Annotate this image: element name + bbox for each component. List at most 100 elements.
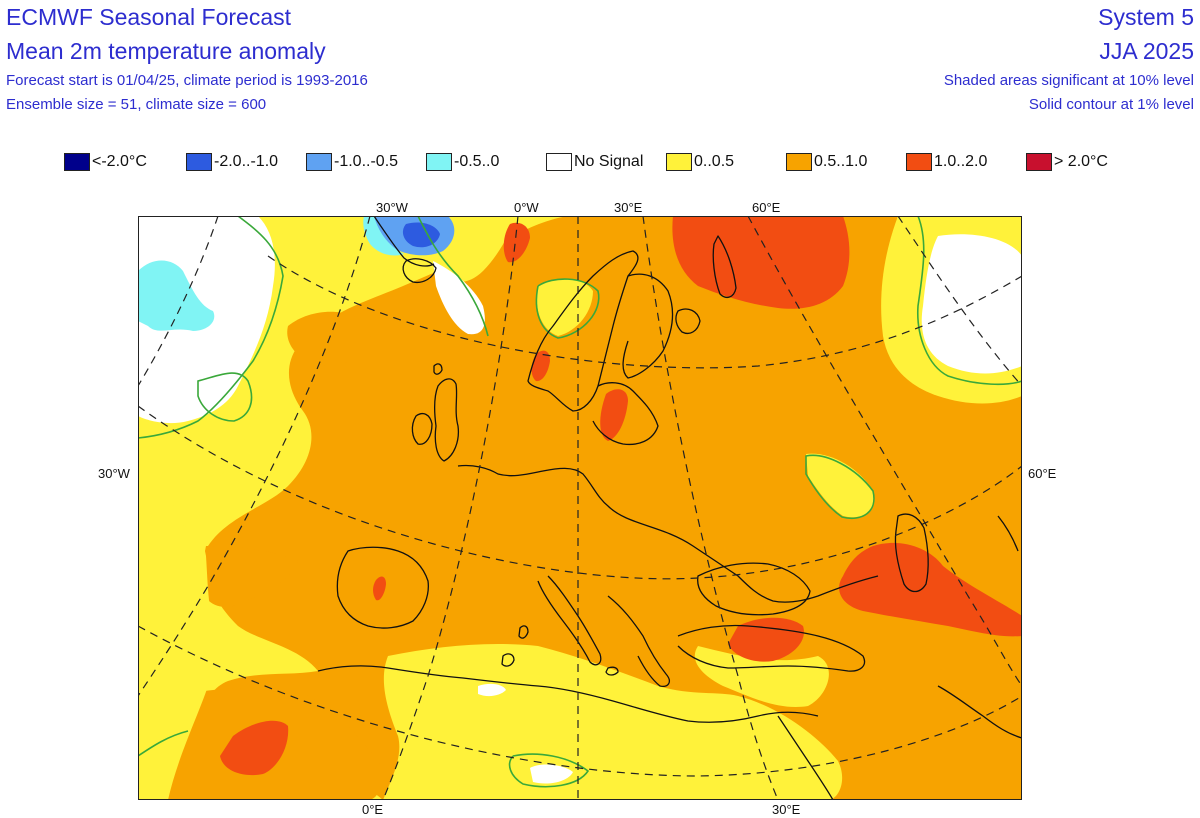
coastline-africa-north — [317, 665, 819, 723]
legend-label: 1.0..2.0 — [934, 153, 988, 170]
forecast-start-info: Forecast start is 01/04/25, climate peri… — [6, 72, 368, 89]
grid-label-top-30e: 30°E — [614, 200, 643, 215]
anomaly-zone-red-sweden — [600, 389, 628, 441]
grid-label-bottom-30e: 30°E — [772, 802, 801, 817]
map-frame — [138, 216, 1022, 800]
grid-label-bottom-0e: 0°E — [362, 802, 384, 817]
anomaly-zone-red-norway — [531, 350, 550, 382]
coastline-mediterranean-islands — [501, 625, 619, 676]
anomaly-zone-red-iberia — [373, 576, 386, 601]
legend-swatch — [906, 153, 932, 171]
graticule-lat-70 — [267, 255, 1022, 369]
color-legend: <-2.0°C -2.0..-1.0 -1.0..-0.5 -0.5..0 No… — [64, 153, 1144, 175]
coastlines — [317, 216, 1022, 800]
contour-canada — [138, 216, 284, 439]
coastline-finland — [622, 273, 674, 379]
graticule-lon-60e — [747, 216, 1022, 687]
coastline-italy — [537, 575, 602, 666]
graticule-lat-60 — [138, 405, 1022, 580]
graticule-lon-30e — [642, 216, 779, 800]
legend-item-below-minus2: <-2.0°C — [64, 153, 147, 171]
legend-item-minus1-minus05: -1.0..-0.5 — [306, 153, 398, 171]
anomaly-zone-red-iceland-n — [503, 222, 530, 263]
anomaly-zone-orange-atlantic — [199, 546, 298, 607]
coastline-east-sea-outline — [997, 515, 1019, 552]
season-label: JJA 2025 — [1099, 38, 1194, 64]
contour-sahara — [508, 753, 590, 788]
contour-atlantic-sw — [138, 730, 189, 757]
legend-label: -2.0..-1.0 — [214, 153, 279, 170]
coastline-caspian — [894, 513, 929, 593]
grid-label-left-30w: 30°W — [98, 466, 130, 481]
legend-label: No Signal — [574, 153, 644, 170]
legend-label: 0.5..1.0 — [814, 153, 868, 170]
legend-label: -0.5..0 — [454, 153, 500, 170]
coastline-europe-main — [457, 464, 879, 603]
coastline-novaya-zemlya — [712, 235, 737, 299]
legend-item-0-05: 0..0.5 — [666, 153, 734, 171]
coastline-iberia — [336, 546, 429, 629]
coastline-scandinavia — [527, 250, 639, 412]
legend-swatch — [64, 153, 90, 171]
graticule-lon-0 — [382, 216, 519, 800]
forecast-subtitle: Mean 2m temperature anomaly — [6, 38, 326, 64]
legend-label: 0..0.5 — [694, 153, 735, 170]
coastline-persian-gulf — [937, 685, 1022, 739]
grid-label-top-0w: 0°W — [514, 200, 539, 215]
coastline-scotland-islands — [433, 363, 443, 375]
anomaly-zone-yellow-caspian — [806, 453, 874, 518]
legend-item-minus05-0: -0.5..0 — [426, 153, 499, 171]
map-canvas — [138, 216, 1022, 800]
coastline-greenland — [373, 216, 435, 267]
temperature-anomaly-map — [138, 216, 1022, 800]
legend-swatch — [306, 153, 332, 171]
graticule — [138, 216, 1022, 800]
significance-contours — [138, 216, 1022, 788]
significance-10-note: Shaded areas significant at 10% level — [943, 72, 1194, 89]
anomaly-zone-yellow-sahara — [383, 644, 843, 800]
anomaly-zone-red-anatolia — [728, 617, 804, 662]
coastline-red-sea — [777, 715, 834, 800]
coastline-ireland — [411, 413, 433, 445]
legend-swatch — [1026, 153, 1052, 171]
legend-label: > 2.0°C — [1054, 153, 1108, 170]
contour-labrador — [197, 372, 253, 422]
grid-label-right-60e: 60°E — [1028, 466, 1057, 481]
nosignal-zone-sahara — [530, 764, 573, 784]
nosignal-zone-greenland-coast — [433, 261, 485, 335]
legend-item-no-signal: No Signal — [546, 153, 643, 171]
coastline-turkey — [677, 624, 866, 672]
coastline-iceland — [402, 258, 437, 284]
legend-item-above-2: > 2.0°C — [1026, 153, 1108, 171]
graticule-lat-50 — [138, 625, 1022, 777]
grid-label-top-60e: 60°E — [752, 200, 781, 215]
legend-swatch — [786, 153, 812, 171]
legend-item-1-2: 1.0..2.0 — [906, 153, 987, 171]
contour-siberia — [917, 216, 1022, 386]
significance-1-note: Solid contour at 1% level — [1028, 96, 1194, 113]
coastline-white-sea — [675, 308, 701, 335]
anomaly-zone-yellow-west-africa — [138, 679, 208, 800]
anomaly-zone-red-africa — [220, 720, 289, 776]
ensemble-size-info: Ensemble size = 51, climate size = 600 — [6, 96, 267, 113]
legend-label: <-2.0°C — [92, 153, 147, 170]
legend-swatch — [546, 153, 572, 171]
legend-item-05-1: 0.5..1.0 — [786, 153, 867, 171]
anomaly-zone-yellow-atlantic-sw — [138, 516, 222, 686]
contour-norway — [535, 278, 600, 339]
legend-swatch — [666, 153, 692, 171]
nosignal-zone-libya — [478, 683, 506, 697]
coastline-baltic — [592, 382, 659, 446]
graticule-lon-75e — [897, 216, 1022, 387]
anomaly-zone-red-middle-east — [839, 542, 1022, 637]
anomaly-zone-yellow-levant — [694, 646, 829, 707]
grid-label-top-30w: 30°W — [376, 200, 408, 215]
coastline-balkans-greece — [607, 595, 670, 688]
coastline-britain — [434, 378, 460, 462]
legend-item-minus2-minus1: -2.0..-1.0 — [186, 153, 278, 171]
anomaly-zone-cyan-labrador — [138, 260, 215, 331]
coastline-black-sea — [697, 562, 811, 616]
contour-caspian — [805, 454, 875, 519]
anomaly-zone-yellow-norway-coast — [536, 279, 593, 336]
system-version: System 5 — [1098, 4, 1194, 30]
